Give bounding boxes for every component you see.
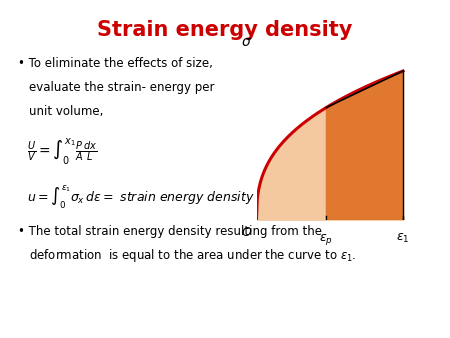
Text: deformation  is equal to the area under the curve to $\varepsilon_1$.: deformation is equal to the area under t… xyxy=(29,247,357,264)
Text: $u = \int_0^{\varepsilon_1} \sigma_x \, d\varepsilon = $ strain energy density: $u = \int_0^{\varepsilon_1} \sigma_x \, … xyxy=(27,184,255,211)
Text: $\frac{U}{V} = \int_0^{x_1}\frac{P}{A}\frac{dx}{L}$: $\frac{U}{V} = \int_0^{x_1}\frac{P}{A}\f… xyxy=(27,137,98,167)
Text: Strain energy density: Strain energy density xyxy=(97,20,353,40)
Text: $\varepsilon_p$: $\varepsilon_p$ xyxy=(320,232,333,246)
Text: unit volume,: unit volume, xyxy=(29,105,104,118)
Text: • The total strain energy density resulting from the: • The total strain energy density result… xyxy=(18,225,322,238)
Polygon shape xyxy=(326,71,403,220)
Text: evaluate the strain- energy per: evaluate the strain- energy per xyxy=(29,81,215,94)
Text: • To eliminate the effects of size,: • To eliminate the effects of size, xyxy=(18,57,213,70)
Text: $O$: $O$ xyxy=(241,226,252,239)
Text: $\sigma$: $\sigma$ xyxy=(241,35,252,49)
Text: $\varepsilon_1$: $\varepsilon_1$ xyxy=(396,232,410,245)
